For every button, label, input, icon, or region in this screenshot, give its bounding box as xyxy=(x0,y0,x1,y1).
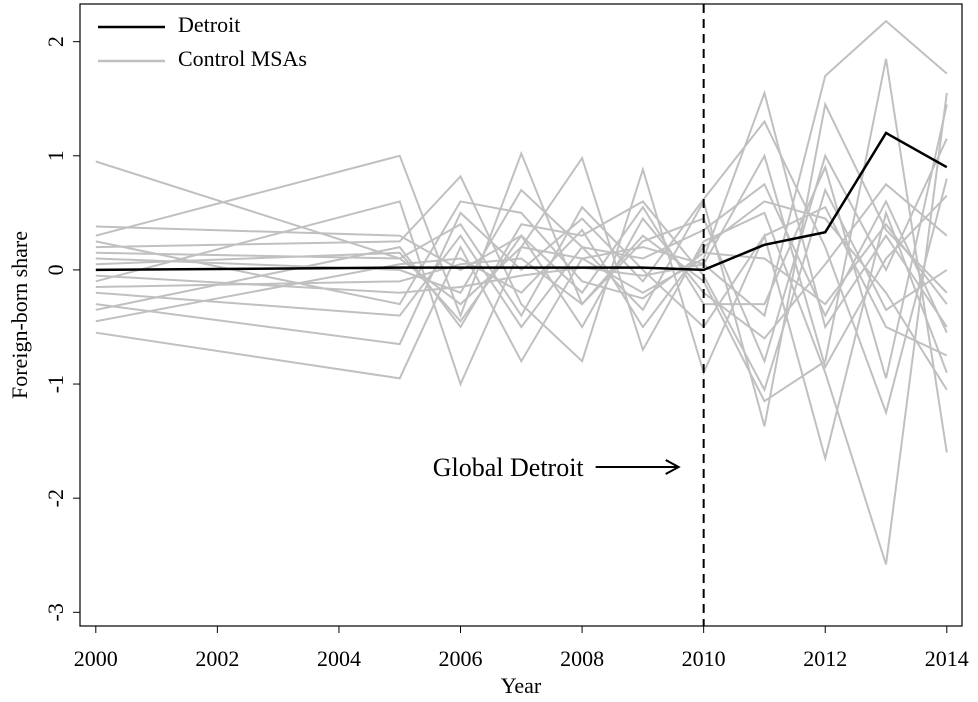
x-tick-label: 2012 xyxy=(803,646,847,671)
plot-frame xyxy=(79,3,963,627)
x-tick-label: 2014 xyxy=(925,646,969,671)
control-line xyxy=(95,153,948,370)
control-line xyxy=(95,138,948,365)
control-line xyxy=(95,200,948,391)
x-tick-label: 2002 xyxy=(195,646,239,671)
control-line xyxy=(95,200,948,306)
y-tick-label: -1 xyxy=(43,375,68,393)
x-tick-label: 2006 xyxy=(439,646,483,671)
x-tick-label: 2008 xyxy=(560,646,604,671)
y-tick-label: 2 xyxy=(43,36,68,47)
x-tick-label: 2010 xyxy=(682,646,726,671)
plot-area xyxy=(95,19,948,565)
control-line xyxy=(95,104,948,379)
legend-label: Control MSAs xyxy=(178,46,307,71)
x-axis-label: Year xyxy=(501,673,542,698)
control-line xyxy=(95,187,948,393)
control-line xyxy=(95,92,948,565)
y-tick-label: -2 xyxy=(43,489,68,507)
control-line xyxy=(95,166,948,463)
series-line xyxy=(95,131,948,272)
y-tick-label: 1 xyxy=(43,150,68,161)
legend-label: Detroit xyxy=(178,12,240,37)
control-line xyxy=(95,182,948,340)
y-tick-label: -3 xyxy=(43,603,68,621)
annotation-arrowhead xyxy=(665,459,681,475)
y-axis-label: Foreign-born share xyxy=(7,231,32,399)
x-tick-label: 2004 xyxy=(317,646,361,671)
x-tick-label: 2000 xyxy=(74,646,118,671)
control-line xyxy=(95,19,948,380)
annotation: Global Detroit xyxy=(433,453,585,482)
control-line xyxy=(95,119,948,416)
y-tick-label: 0 xyxy=(43,264,68,275)
control-line xyxy=(95,101,948,427)
